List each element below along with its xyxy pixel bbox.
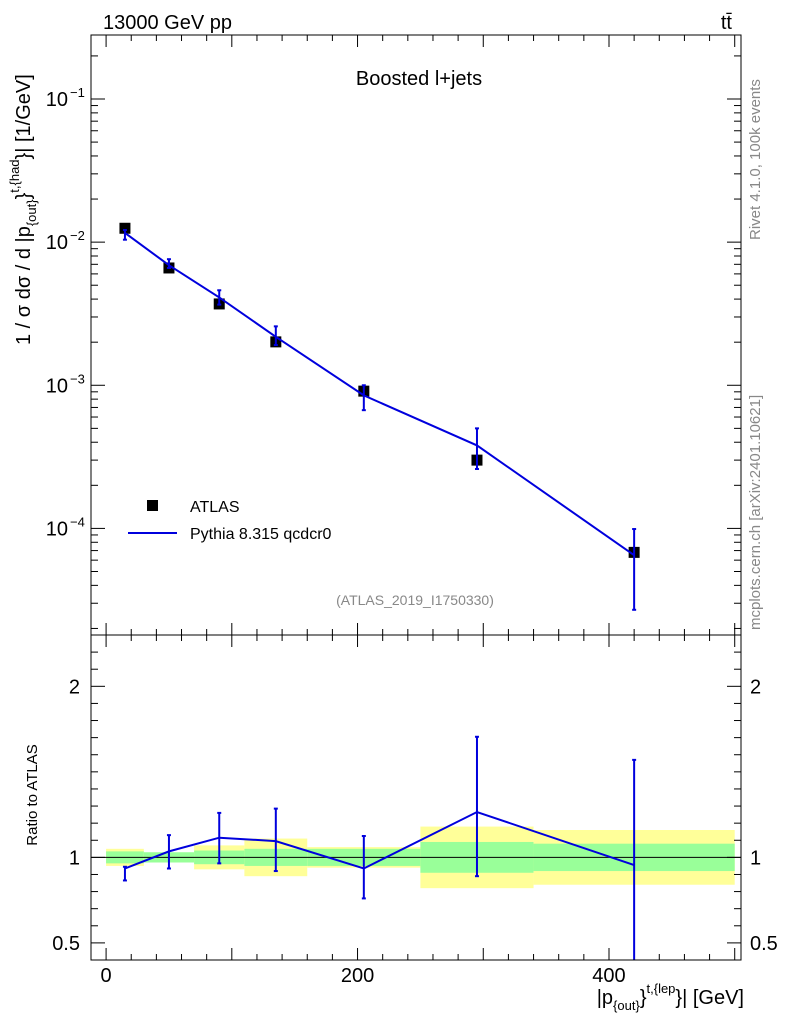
main-axis-ticks: 10−110−210−310−4 [46, 35, 741, 635]
ratio-axis-ticks: 0 200 400 0.5 0.5 1 1 2 2 [52, 634, 778, 987]
y-label-close: } [13, 192, 35, 199]
ratio-tick-label-left: 1 [69, 847, 80, 869]
y-tick-label: 10 [46, 518, 68, 540]
y-label-sub: {out} [24, 199, 39, 226]
rivet-label: Rivet 4.1.0, 100k events [747, 79, 764, 240]
legend-atlas-label: ATLAS [190, 499, 240, 516]
y-tick-label: 10 [46, 89, 68, 111]
ratio-tick-label-right: 1 [750, 847, 761, 869]
y-tick-label-exp: −4 [70, 514, 85, 529]
atlas-point [119, 222, 131, 234]
x-label-base: |p [597, 987, 613, 1009]
x-tick-label: 400 [592, 965, 625, 987]
chart-title: Boosted l+jets [356, 68, 482, 90]
legend-mc-label: Pythia 8.315 qcdcr0 [190, 526, 332, 543]
legend: ATLAS Pythia 8.315 qcdcr0 [128, 499, 332, 543]
ratio-panel: 0 200 400 0.5 0.5 1 1 2 2 Ratio to ATLAS [24, 634, 778, 987]
y-label-sup: t,{had [7, 159, 22, 192]
ratio-frame [90, 634, 742, 961]
legend-atlas-marker [147, 500, 158, 511]
ratio-tick-label-left: 2 [69, 676, 80, 698]
x-label-close: } [640, 987, 647, 1009]
x-axis-label: |p{out}}t,{lep}| [GeV] [597, 981, 744, 1013]
x-label-tail: }| [GeV] [675, 987, 744, 1009]
ratio-marks [91, 735, 741, 960]
ratio-tick-label-right: 0.5 [750, 933, 778, 955]
x-label-sup: t,{lep [647, 981, 676, 996]
ratio-tick-label-right: 2 [750, 676, 761, 698]
y-tick-label: 10 [46, 232, 68, 254]
y-tick-label-exp: −2 [70, 228, 85, 243]
ratio-ylabel: Ratio to ATLAS [24, 744, 41, 845]
header-left: 13000 GeV pp [103, 12, 232, 34]
y-label-tail: }| [1/GeV] [13, 74, 35, 159]
y-tick-label-exp: −3 [70, 371, 85, 386]
x-tick-label: 0 [101, 965, 112, 987]
x-label-sub: {out} [613, 998, 640, 1013]
y-axis-label-text: 1 / σ dσ / d |p{out}}t,{had}| [1/GeV] [7, 74, 39, 345]
main-frame [90, 34, 742, 636]
mcplots-label: mcplots.cern.ch [arXiv:2401.10621] [747, 395, 764, 630]
header-right: tt̄ [721, 12, 733, 34]
main-marks [119, 222, 640, 611]
y-label-pre: 1 / σ dσ / d |p [13, 226, 35, 345]
analysis-label: (ATLAS_2019_I1750330) [336, 592, 494, 608]
main-panel: 10−110−210−310−4 Boosted l+jets (ATLAS_2… [7, 34, 742, 636]
y-tick-label: 10 [46, 375, 68, 397]
y-tick-label-exp: −1 [70, 85, 85, 100]
x-axis-label-text: |p{out}}t,{lep}| [GeV] [597, 981, 744, 1013]
ratio-tick-label-left: 0.5 [52, 933, 80, 955]
x-tick-label: 200 [341, 965, 374, 987]
y-axis-label: 1 / σ dσ / d |p{out}}t,{had}| [1/GeV] [7, 74, 39, 345]
